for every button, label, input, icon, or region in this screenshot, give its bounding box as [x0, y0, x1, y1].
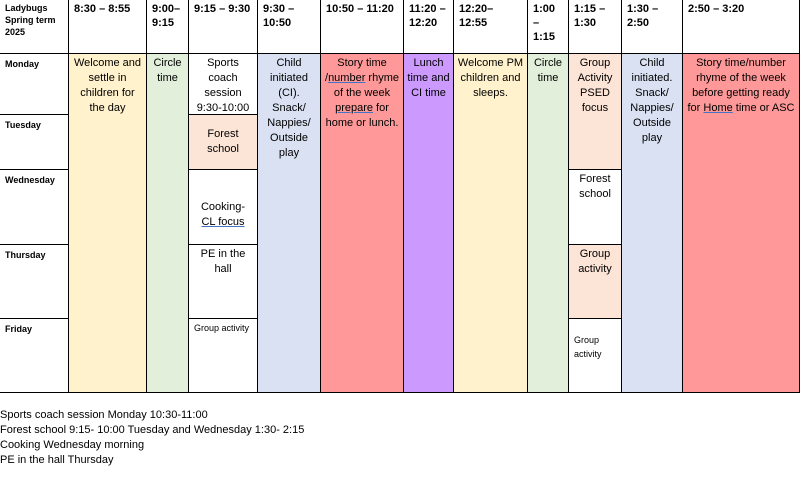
- notes: Sports coach session Monday 10:30-11:00 …: [0, 408, 304, 468]
- block-lunch: Lunch time and CI time: [404, 54, 454, 393]
- block-group-activity-fri-pm: Group activity: [569, 319, 622, 393]
- time-header: 1:30 – 2:50: [622, 0, 683, 54]
- title-cell: Ladybugs Spring term 2025: [0, 0, 69, 54]
- time-header: 1:00 – 1:15: [528, 0, 569, 54]
- block-welcome-pm: Welcome PM children and sleeps.: [454, 54, 528, 393]
- time-header: 11:20 – 12:20: [404, 0, 454, 54]
- title-line-3: 2025: [5, 27, 26, 37]
- time-header: 2:50 – 3:20: [683, 0, 800, 54]
- block-group-activity-thu: Group activity: [569, 245, 622, 319]
- block-welcome: Welcome and settle in children for the d…: [69, 54, 147, 393]
- block-child-initiated-pm: Child initiated. Snack/ Nappies/ Outside…: [622, 54, 683, 393]
- time-header: 1:15 – 1:30: [569, 0, 622, 54]
- time-header: 10:50 – 11:20: [321, 0, 404, 54]
- block-pe-hall: PE in the hall: [189, 245, 258, 319]
- note-line: Cooking Wednesday morning: [0, 439, 145, 451]
- block-circle-time-am: Circle time: [147, 54, 189, 393]
- block-group-activity-fri: Group activity: [189, 319, 258, 393]
- title-line-2: Spring term: [5, 15, 56, 25]
- time-header: 9:00– 9:15: [147, 0, 189, 54]
- block-forest-school-pm: Forest school: [569, 170, 622, 245]
- note-line: Forest school 9:15- 10:00 Tuesday and We…: [0, 424, 305, 436]
- time-header: 8:30 – 8:55: [69, 0, 147, 54]
- block-psed: Group Activity PSED focus: [569, 54, 622, 170]
- block-story-time-pm: Story time/number rhyme of the week befo…: [683, 54, 800, 393]
- title-line-1: Ladybugs: [5, 3, 48, 13]
- day-monday: Monday: [0, 54, 69, 115]
- note-line: PE in the hall Thursday: [0, 454, 114, 466]
- cooking-line-1: Cooking-: [200, 201, 246, 213]
- time-header: 9:15 – 9:30: [189, 0, 258, 54]
- day-wednesday: Wednesday: [0, 170, 69, 245]
- day-thursday: Thursday: [0, 245, 69, 319]
- note-line: Sports coach session Monday 10:30-11:00: [0, 409, 208, 421]
- word-prepare: prepare: [335, 102, 373, 114]
- block-circle-time-pm: Circle time: [528, 54, 569, 393]
- time-header: 12:20– 12:55: [454, 0, 528, 54]
- day-friday: Friday: [0, 319, 69, 393]
- block-forest-school-am: Forest school: [189, 115, 258, 170]
- block-sports-coach: Sports coach session 9:30-10:00: [189, 54, 258, 115]
- time-header: 9:30 – 10:50: [258, 0, 321, 54]
- cooking-line-2: CL focus: [201, 216, 245, 228]
- block-child-initiated-am: Child initiated (CI). Snack/ Nappies/ Ou…: [258, 54, 321, 393]
- day-tuesday: Tuesday: [0, 115, 69, 170]
- block-cooking: Cooking- CL focus: [189, 170, 258, 245]
- word-home: Home: [703, 102, 733, 114]
- block-story-time-am: Story time /number rhyme of the week pre…: [321, 54, 404, 393]
- word-number: number: [328, 72, 366, 84]
